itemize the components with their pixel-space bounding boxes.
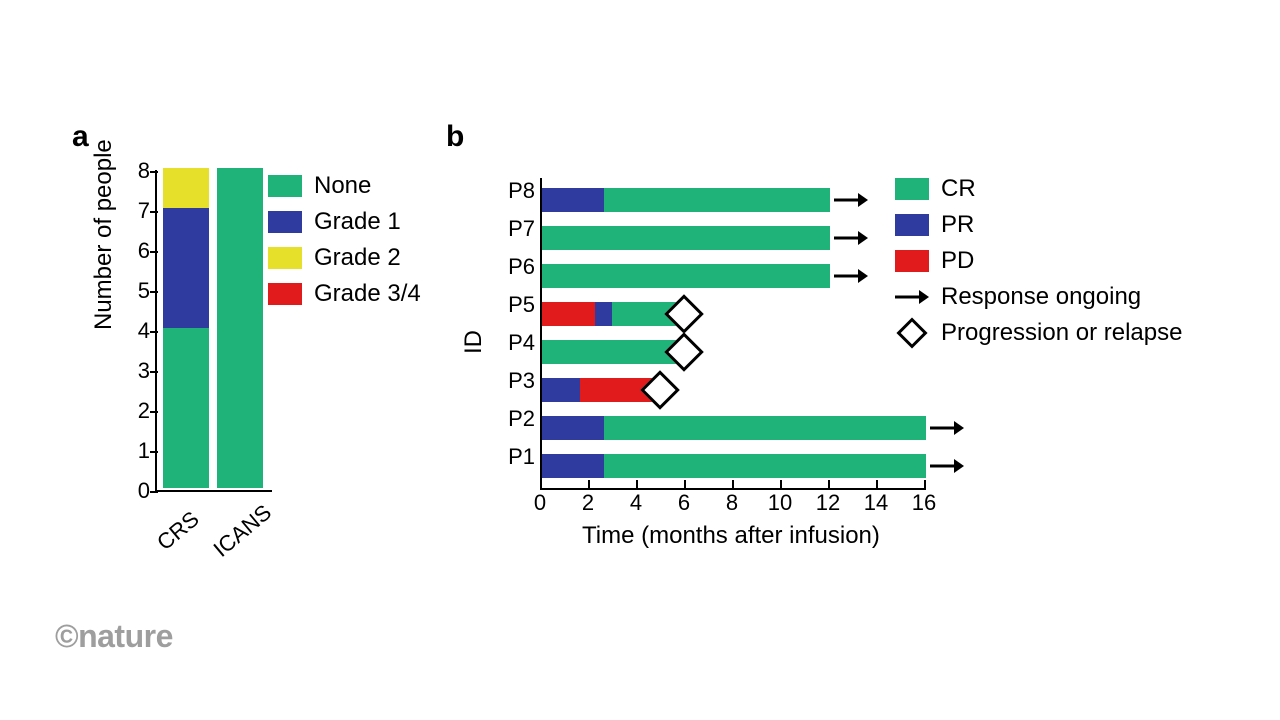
panel-b-xtick: 16: [909, 490, 939, 516]
panel-a-ytick: 5: [122, 278, 150, 304]
swimmer-seg: [542, 378, 580, 402]
legend-label: None: [314, 172, 371, 200]
legend-label: Grade 1: [314, 208, 401, 236]
legend-item: Response ongoing: [895, 283, 1265, 311]
arrow-icon: [834, 264, 868, 288]
panel-b-axes: [540, 178, 926, 490]
legend-swatch: [268, 283, 302, 305]
panel-a-seg: [217, 168, 263, 488]
panel-a-xtick: ICANS: [209, 499, 277, 562]
watermark-nature: ©nature: [55, 618, 173, 655]
panel-a-seg: [163, 208, 209, 328]
swimmer-seg: [542, 226, 830, 250]
panel-a-bar-crs: [163, 168, 209, 488]
swimmer-seg: [542, 264, 830, 288]
panel-a-axes: [155, 170, 272, 492]
panel-b-xtick: 0: [525, 490, 555, 516]
arrow-icon: [834, 226, 868, 250]
panel-b-legend: CR PR PD Response ongoing Progression or rel…: [895, 175, 1265, 355]
legend-swatch: [895, 178, 929, 200]
legend-item: Grade 2: [268, 244, 421, 272]
panel-b-xtick: 4: [621, 490, 651, 516]
panel-b-xtick: 12: [813, 490, 843, 516]
legend-item: Progression or relapse: [895, 319, 1265, 347]
panel-a-label: a: [72, 120, 89, 154]
panel-b-ytick: P1: [490, 444, 535, 470]
legend-swatch: [268, 211, 302, 233]
panel-b-ytick: P2: [490, 406, 535, 432]
panel-a-ytick: 6: [122, 238, 150, 264]
panel-a-ytick: 4: [122, 318, 150, 344]
swimmer-seg: [604, 416, 926, 440]
panel-b-ytick: P4: [490, 330, 535, 356]
legend-label: Grade 3/4: [314, 280, 421, 308]
arrow-icon: [930, 454, 964, 478]
panel-b-ytick: P5: [490, 292, 535, 318]
diamond-icon: [895, 321, 929, 345]
swimmer-seg: [604, 454, 926, 478]
panel-b-xtick: 10: [765, 490, 795, 516]
panel-a-ytick: 0: [122, 478, 150, 504]
legend-item: Grade 3/4: [268, 280, 421, 308]
legend-item: None: [268, 172, 421, 200]
panel-a-bar-icans: [217, 168, 263, 488]
swimmer-seg: [542, 188, 604, 212]
arrow-icon: [895, 285, 929, 309]
panel-a-ytick: 3: [122, 358, 150, 384]
legend-label: PD: [941, 247, 974, 275]
panel-b-ytick: P3: [490, 368, 535, 394]
legend-item: PD: [895, 247, 1265, 275]
panel-a-seg: [163, 328, 209, 488]
panel-a-legend: None Grade 1 Grade 2 Grade 3/4: [268, 172, 421, 316]
figure-container: { "panelA": { "label": "a", "type": "sta…: [0, 0, 1280, 720]
swimmer-seg: [542, 416, 604, 440]
panel-a-seg: [163, 168, 209, 208]
panel-b-xtick: 2: [573, 490, 603, 516]
panel-a-ylabel: Number of people: [90, 139, 118, 330]
legend-swatch: [268, 175, 302, 197]
legend-item: CR: [895, 175, 1265, 203]
legend-swatch: [895, 214, 929, 236]
panel-a-xtick: CRS: [152, 506, 204, 556]
swimmer-seg: [604, 188, 830, 212]
swimmer-seg: [595, 302, 612, 326]
panel-b-xtick: 6: [669, 490, 699, 516]
swimmer-seg: [542, 302, 595, 326]
legend-label: CR: [941, 175, 976, 203]
panel-a-ytick: 8: [122, 158, 150, 184]
panel-a-ytick: 1: [122, 438, 150, 464]
panel-b-ytick: P6: [490, 254, 535, 280]
panel-b-label: b: [446, 120, 464, 154]
panel-b-xlabel: Time (months after infusion): [582, 522, 880, 550]
legend-swatch: [268, 247, 302, 269]
panel-b-ytick: P8: [490, 178, 535, 204]
legend-item: PR: [895, 211, 1265, 239]
panel-b-xtick: 8: [717, 490, 747, 516]
arrow-icon: [930, 416, 964, 440]
legend-label: PR: [941, 211, 974, 239]
panel-a-ytick: 7: [122, 198, 150, 224]
legend-label: Response ongoing: [941, 283, 1141, 311]
panel-a-ytick: 2: [122, 398, 150, 424]
panel-b-ytick: P7: [490, 216, 535, 242]
legend-swatch: [895, 250, 929, 272]
panel-b-xtick: 14: [861, 490, 891, 516]
arrow-icon: [834, 188, 868, 212]
legend-item: Grade 1: [268, 208, 421, 236]
legend-label: Grade 2: [314, 244, 401, 272]
legend-label: Progression or relapse: [941, 319, 1182, 347]
panel-b-ylabel: ID: [460, 330, 488, 354]
swimmer-seg: [542, 454, 604, 478]
